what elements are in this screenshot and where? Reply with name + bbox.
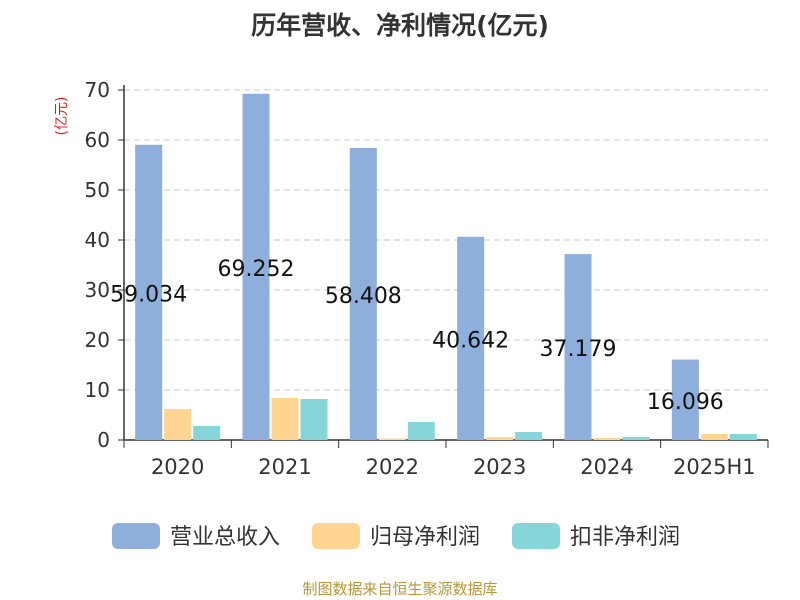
bar-1	[349, 147, 377, 440]
bar-1	[135, 144, 163, 440]
legend-swatch	[512, 523, 560, 549]
x-tick-label: 2023	[473, 455, 526, 479]
legend-label: 归母净利润	[370, 525, 480, 550]
bar-2	[700, 434, 728, 440]
data-label: 40.642	[432, 328, 509, 353]
legend-label: 扣非净利润	[570, 525, 680, 550]
axes: 0 10 20 30 40 50 60 70 (亿元) 2020 2021 2022 2023 2024 2…	[54, 78, 769, 479]
bar-3	[729, 434, 757, 440]
y-tick-label: 60	[85, 128, 110, 152]
y-tick-label: 50	[85, 178, 110, 202]
data-label: 37.179	[540, 337, 617, 362]
x-tick-label: 2021	[258, 455, 311, 479]
bar-1	[564, 254, 592, 440]
chart-title: 历年营收、净利情况(亿元)	[251, 11, 549, 40]
legend-item[interactable]: 扣非净利润	[512, 523, 680, 550]
data-labels: 59.034 69.252 58.408 40.642 37.179 16.096	[110, 257, 724, 415]
bar-1	[457, 236, 485, 440]
bar-3	[193, 426, 221, 440]
bar-2	[486, 437, 514, 440]
y-axis-label: (亿元)	[54, 97, 70, 136]
bar-2	[271, 398, 299, 440]
x-tick-label: 2020	[151, 455, 204, 479]
y-tick-label: 30	[85, 278, 110, 302]
data-label: 58.408	[325, 284, 402, 309]
bar-2	[378, 438, 406, 440]
bar-3	[622, 437, 650, 440]
legend-label: 营业总收入	[170, 525, 280, 550]
bar-3	[407, 422, 435, 440]
data-label: 16.096	[647, 390, 724, 415]
y-tick-label: 10	[85, 378, 110, 402]
legend[interactable]: 营业总收入 归母净利润 扣非净利润	[112, 523, 680, 550]
legend-swatch	[112, 523, 160, 549]
legend-item[interactable]: 营业总收入	[112, 523, 280, 550]
x-tick-label: 2024	[580, 455, 633, 479]
bar-1	[671, 359, 699, 440]
x-tick-label: 2022	[366, 455, 419, 479]
bar-2	[164, 409, 192, 440]
grid	[124, 89, 768, 391]
bar-2	[593, 438, 621, 440]
y-tick-label: 0	[97, 428, 110, 452]
y-tick-label: 40	[85, 228, 110, 252]
x-tick-label: 2025H1	[673, 455, 756, 479]
y-tick-label: 70	[85, 78, 110, 102]
bar-3	[515, 432, 543, 440]
y-tick-label: 20	[85, 328, 110, 352]
bars	[135, 93, 757, 441]
bar-1	[242, 93, 270, 441]
data-source-note: 制图数据来自恒生聚源数据库	[302, 580, 498, 598]
data-label: 69.252	[218, 257, 295, 282]
legend-item[interactable]: 归母净利润	[312, 523, 480, 550]
data-label: 59.034	[110, 282, 187, 307]
legend-swatch	[312, 523, 360, 549]
bar-3	[300, 399, 328, 440]
